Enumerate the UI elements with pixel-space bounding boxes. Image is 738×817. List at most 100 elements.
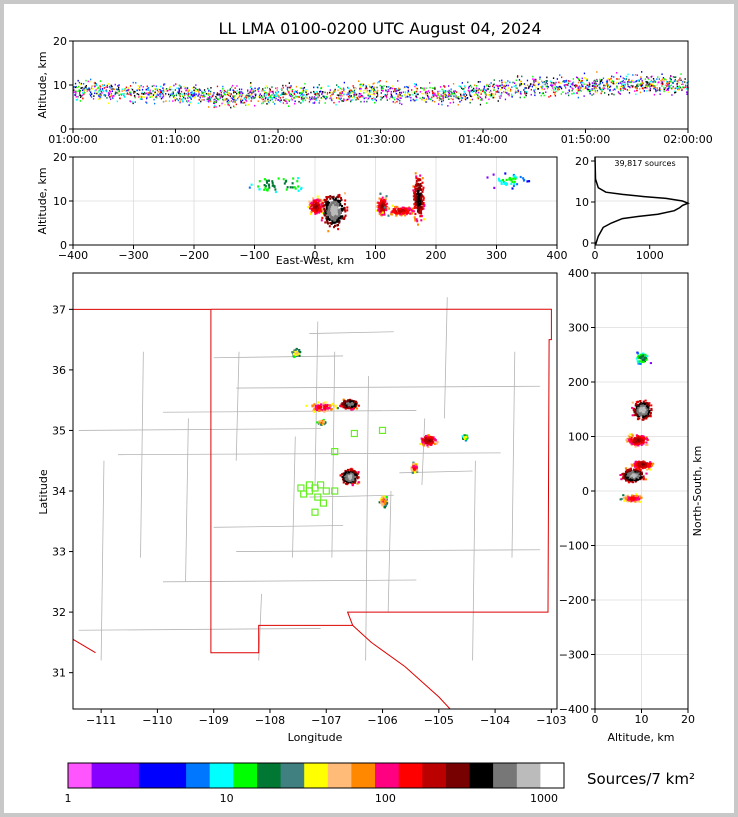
time-height-source <box>359 83 361 86</box>
map-source <box>326 407 329 410</box>
time-height-source <box>504 91 507 94</box>
time-height-source <box>484 91 486 94</box>
time-height-source <box>185 89 187 92</box>
county-line <box>100 460 105 661</box>
time-height-source <box>493 86 495 89</box>
time-height-source <box>453 90 455 93</box>
time-height-source <box>325 98 327 100</box>
time-height-source <box>362 83 365 86</box>
ns-height-source <box>642 436 645 439</box>
time-height-source <box>200 100 202 103</box>
map-source <box>425 434 428 438</box>
ew-height-source <box>332 204 335 207</box>
time-height-source <box>397 93 399 96</box>
ew-height-source <box>418 184 421 187</box>
time-height-source <box>252 89 254 92</box>
time-height-source <box>140 92 143 95</box>
time-height-source <box>236 89 238 92</box>
time-height-source <box>554 91 556 94</box>
time-height-source <box>377 81 379 84</box>
time-height-source <box>359 88 361 90</box>
time-height-source <box>446 90 449 93</box>
time-height-source <box>408 96 410 98</box>
time-height-source <box>474 84 476 87</box>
ew-height-source <box>333 209 336 212</box>
time-height-source <box>395 96 397 98</box>
ew-height-source <box>335 220 338 223</box>
time-height-source <box>461 87 463 90</box>
time-height-source <box>381 87 384 90</box>
time-height-source <box>166 90 168 92</box>
time-height-source <box>281 93 284 96</box>
time-height-source <box>552 81 554 84</box>
time-height-source <box>299 87 301 89</box>
time-height-source <box>636 80 638 82</box>
time-height-source <box>213 92 215 94</box>
time-height-source <box>337 89 339 92</box>
ew-height-source <box>413 206 416 210</box>
time-height-source <box>442 90 444 93</box>
ew-height-source <box>420 212 423 215</box>
time-height-source <box>398 87 400 90</box>
time-height-source <box>107 102 110 105</box>
time-height-source <box>176 98 178 100</box>
time-height-source <box>262 102 264 104</box>
map-source <box>333 405 336 408</box>
time-height-source <box>516 87 518 89</box>
ns-height-source <box>628 436 631 439</box>
time-height-source <box>499 88 502 91</box>
time-height-source <box>321 86 323 89</box>
ns-height-source <box>632 441 635 444</box>
time-height-source <box>363 97 365 100</box>
time-height-source <box>543 94 545 97</box>
ew-height-source <box>419 215 422 218</box>
time-height-source <box>327 85 329 87</box>
ew-height-source <box>414 172 417 175</box>
time-height-source <box>683 81 685 83</box>
time-height-source <box>542 81 544 84</box>
time-height-source <box>215 101 217 104</box>
time-height-source <box>675 80 677 82</box>
time-height-source <box>268 91 270 93</box>
time-height-source <box>566 84 569 86</box>
time-height-source <box>640 84 642 86</box>
time-height-source <box>508 93 510 95</box>
map-source <box>434 439 437 442</box>
ns-height-source <box>640 435 643 437</box>
ns-height-source <box>634 442 637 445</box>
time-height-source <box>399 97 401 99</box>
ns-height-source <box>645 437 648 440</box>
map-source <box>427 438 430 441</box>
ew-height-source <box>411 210 414 213</box>
time-height-source <box>635 93 637 96</box>
mexico-border <box>72 638 96 654</box>
time-height-source <box>350 89 352 92</box>
time-height-source <box>109 90 112 93</box>
time-height-source <box>306 97 308 99</box>
map-source <box>425 441 428 444</box>
time-height-source <box>600 80 602 82</box>
time-height-source <box>338 101 340 103</box>
ew-height-source <box>336 208 339 211</box>
time-height-source <box>358 95 360 97</box>
time-height-source <box>641 80 643 82</box>
ew-height-source <box>415 202 418 205</box>
time-height-source <box>248 103 250 106</box>
time-height-source <box>283 93 285 96</box>
ew-height-source <box>512 184 515 187</box>
time-height-source <box>114 93 116 96</box>
time-height-source <box>291 88 294 91</box>
time-height-source <box>580 90 582 92</box>
time-height-source <box>487 88 489 90</box>
time-height-source <box>684 86 687 88</box>
time-height-source <box>515 79 517 82</box>
time-height-source <box>486 88 488 90</box>
time-height-source <box>415 90 418 93</box>
time-height-source <box>192 95 194 98</box>
time-height-source <box>279 100 281 102</box>
ew-height-x-ticks: −400 −300 −200 −100 0 100 200 300 400 <box>58 245 568 262</box>
time-height-source <box>601 79 603 81</box>
ns-height-source <box>643 413 646 416</box>
time-height-source <box>112 88 114 90</box>
time-height-source <box>98 89 100 92</box>
